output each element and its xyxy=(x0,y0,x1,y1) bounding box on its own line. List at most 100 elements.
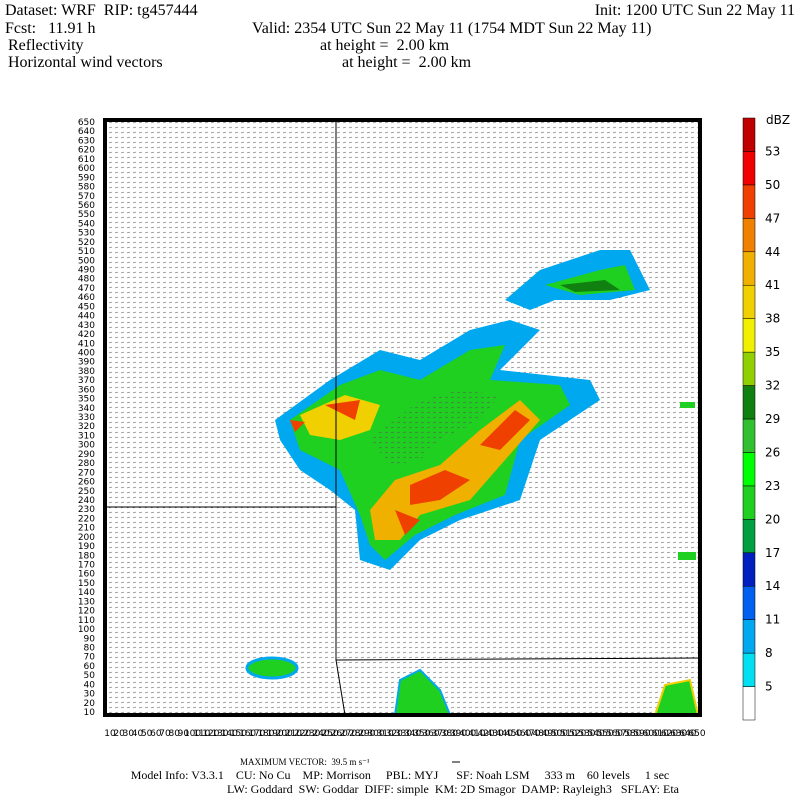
x-tick-label: 170 xyxy=(248,729,265,739)
x-tick-label: 250 xyxy=(322,729,339,739)
y-tick-label: 200 xyxy=(78,533,95,543)
x-tick-label: 310 xyxy=(377,729,394,739)
x-tick-label: 370 xyxy=(432,729,449,739)
colorbar-label: 29 xyxy=(765,412,780,426)
x-tick-label: 360 xyxy=(422,729,439,739)
y-tick-label: 650 xyxy=(78,118,95,128)
y-tick-label: 340 xyxy=(78,404,95,414)
y-tick-label: 580 xyxy=(78,183,95,193)
y-tick-label: 530 xyxy=(78,229,95,239)
y-tick-label: 280 xyxy=(78,459,95,469)
colorbar-band xyxy=(742,485,756,520)
x-tick-label: 530 xyxy=(578,729,595,739)
y-tick-label: 30 xyxy=(84,690,96,700)
x-tick-label: 550 xyxy=(597,729,614,739)
y-tick-label: 300 xyxy=(78,441,95,451)
x-tick-label: 520 xyxy=(569,729,586,739)
colorbar-label: 47 xyxy=(765,211,780,225)
y-tick-label: 430 xyxy=(78,321,95,331)
y-tick-label: 80 xyxy=(84,643,96,653)
y-tick-label: 40 xyxy=(84,680,96,690)
field-height: at height = 2.00 km xyxy=(342,54,472,71)
x-tick-label: 410 xyxy=(468,729,485,739)
x-tick-label: 240 xyxy=(312,729,329,739)
y-tick-label: 50 xyxy=(84,671,96,681)
y-tick-label: 240 xyxy=(78,496,95,506)
colorbar-band xyxy=(742,284,756,319)
field: Horizontal wind vectors xyxy=(8,54,163,71)
x-tick-label: 200 xyxy=(276,729,293,739)
x-tick-label: 540 xyxy=(588,729,605,739)
colorbar-label: 8 xyxy=(765,646,773,660)
colorbar-label: 35 xyxy=(765,345,780,359)
colorbar-label: 17 xyxy=(765,546,780,560)
colorbar-band xyxy=(742,686,756,721)
x-tick-label: 220 xyxy=(294,729,311,739)
y-tick-label: 130 xyxy=(78,597,95,607)
y-tick-label: 220 xyxy=(78,514,95,524)
init: Init: 1200 UTC Sun 22 May 11 xyxy=(595,2,795,19)
x-tick-label: 490 xyxy=(542,729,559,739)
model-info: Model Info: V3.3.1 CU: No Cu MP: Morriso… xyxy=(131,768,669,782)
y-tick-label: 60 xyxy=(84,662,96,672)
colorbar-band xyxy=(742,652,756,687)
y-tick-label: 520 xyxy=(78,238,95,248)
y-tick-label: 420 xyxy=(78,330,95,340)
y-tick-label: 320 xyxy=(78,422,95,432)
y-tick-label: 480 xyxy=(78,275,95,285)
colorbar-band xyxy=(742,184,756,219)
x-tick-label: 620 xyxy=(661,729,678,739)
y-tick-label: 90 xyxy=(84,634,96,644)
y-tick-label: 400 xyxy=(78,348,95,358)
y-tick-label: 610 xyxy=(78,155,95,165)
x-tick-label: 650 xyxy=(688,729,705,739)
x-tick-label: 460 xyxy=(514,729,531,739)
y-tick-label: 100 xyxy=(78,625,95,635)
colorbar-label: 50 xyxy=(765,178,780,192)
y-tick-label: 620 xyxy=(78,146,95,156)
x-tick-label: 510 xyxy=(560,729,577,739)
physics-info: LW: Goddard SW: Goddar DIFF: simple KM: … xyxy=(227,782,680,796)
y-tick-label: 560 xyxy=(78,201,95,211)
y-tick-label: 570 xyxy=(78,192,95,202)
y-tick-label: 150 xyxy=(78,579,95,589)
x-tick-label: 70 xyxy=(159,729,171,739)
colorbar-unit: dBZ xyxy=(766,113,790,127)
colorbar-label: 26 xyxy=(765,445,780,459)
x-tick-label: 30 xyxy=(123,729,135,739)
field: Reflectivity xyxy=(8,37,84,54)
valid: Valid: 2354 UTC Sun 22 May 11 (1754 MDT … xyxy=(252,20,651,37)
x-tick-label: 640 xyxy=(679,729,696,739)
x-tick-label: 630 xyxy=(670,729,687,739)
colorbar-band xyxy=(742,151,756,186)
colorbar-band xyxy=(742,585,756,620)
fcst: Fcst: 11.91 h xyxy=(5,20,96,37)
x-tick-label: 600 xyxy=(643,729,660,739)
y-tick-label: 440 xyxy=(78,312,95,322)
x-tick-label: 280 xyxy=(349,729,366,739)
colorbar-band xyxy=(742,452,756,487)
y-tick-label: 210 xyxy=(78,524,95,534)
x-tick-label: 210 xyxy=(285,729,302,739)
x-tick-label: 400 xyxy=(459,729,476,739)
y-tick-label: 500 xyxy=(78,256,95,266)
y-tick-label: 510 xyxy=(78,247,95,257)
y-tick-label: 460 xyxy=(78,293,95,303)
colorbar-label: 32 xyxy=(765,379,780,393)
x-tick-label: 180 xyxy=(257,729,274,739)
y-tick-label: 450 xyxy=(78,302,95,312)
colorbar-band xyxy=(742,218,756,253)
max-vector: MAXIMUM VECTOR: 39.5 m s⁻¹ xyxy=(240,757,370,767)
x-tick-label: 590 xyxy=(633,729,650,739)
y-tick-label: 110 xyxy=(78,616,95,626)
x-tick-label: 560 xyxy=(606,729,623,739)
colorbar-band xyxy=(742,318,756,353)
y-tick-label: 470 xyxy=(78,284,95,294)
x-tick-label: 10 xyxy=(104,729,116,739)
x-tick-label: 390 xyxy=(450,729,467,739)
y-tick-label: 70 xyxy=(84,653,96,663)
y-tick-label: 180 xyxy=(78,551,95,561)
y-tick-label: 640 xyxy=(78,127,95,137)
y-tick-label: 270 xyxy=(78,468,95,478)
